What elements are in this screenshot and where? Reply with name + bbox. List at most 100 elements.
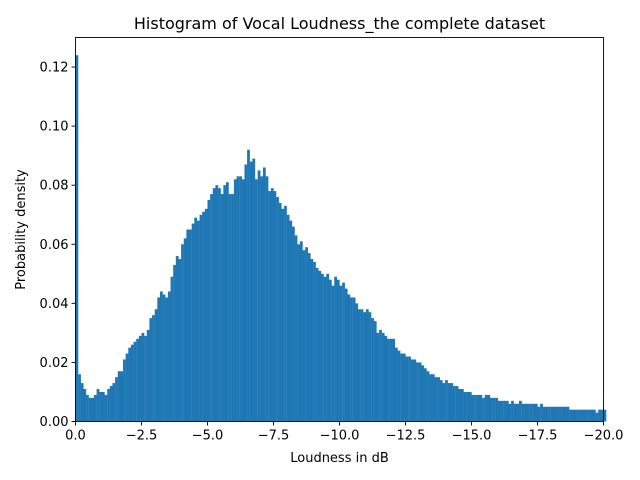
histogram-bar	[281, 208, 285, 422]
histogram-bar	[423, 368, 427, 422]
histogram-bar	[78, 374, 81, 422]
histogram-bar	[170, 276, 174, 422]
histogram-bar	[299, 241, 303, 422]
histogram-bar	[450, 383, 454, 422]
histogram-bar	[571, 409, 575, 422]
histogram-bar	[313, 261, 316, 422]
histogram-bar	[183, 238, 187, 422]
histogram-bar	[93, 394, 97, 422]
y-axis-label: Probability density	[14, 169, 29, 290]
histogram-bar	[582, 409, 586, 422]
histogram-bar	[83, 389, 87, 422]
histogram-bar	[191, 223, 195, 422]
histogram-bar	[107, 389, 110, 422]
histogram-bar	[167, 291, 171, 422]
histogram-bar	[297, 244, 301, 422]
histogram-bar	[352, 297, 356, 422]
histogram-bar	[165, 297, 169, 422]
histogram-bar	[460, 389, 464, 422]
histogram-bar	[439, 380, 443, 422]
histogram-bar	[479, 394, 483, 422]
histogram-bar	[152, 315, 155, 422]
histogram-bar	[125, 353, 129, 422]
histogram-bar	[471, 394, 475, 422]
histogram-bar	[561, 406, 565, 422]
histogram-bar	[231, 194, 235, 422]
histogram-bar	[328, 279, 332, 422]
histogram-bar	[511, 400, 514, 422]
histogram-bar	[410, 359, 414, 422]
histogram-bar	[244, 164, 248, 422]
histogram-bar	[99, 391, 103, 422]
histogram-bar	[437, 377, 440, 422]
histogram-bar	[101, 391, 105, 422]
histogram-bar	[431, 374, 435, 422]
histogram-bar	[120, 371, 124, 422]
histogram-bar	[505, 400, 509, 422]
histogram-bar	[474, 394, 477, 422]
histogram-bar	[207, 199, 211, 422]
y-tick-label: 0.06	[40, 238, 69, 253]
histogram-bar	[492, 397, 496, 422]
histogram-bar	[249, 161, 253, 422]
histogram-bar	[508, 403, 512, 422]
histogram-bar	[357, 309, 361, 422]
histogram-bar	[173, 264, 176, 422]
histogram-bar	[392, 338, 396, 422]
histogram-bar	[598, 409, 602, 422]
x-tick-label: −2.5	[126, 429, 158, 444]
histogram-bar	[529, 403, 533, 422]
histogram-bar	[482, 397, 485, 422]
histogram-bar	[284, 205, 287, 422]
histogram-bar	[302, 250, 306, 422]
histogram-bar	[587, 409, 591, 422]
histogram-bar	[416, 362, 419, 422]
x-tick-label: −12.5	[386, 429, 426, 444]
histogram-bar	[265, 176, 269, 422]
histogram-bar	[466, 391, 470, 422]
histogram-bar	[342, 282, 345, 422]
histogram-bar	[463, 391, 467, 422]
histogram-bar	[133, 341, 137, 422]
x-tick-label: −15.0	[452, 429, 492, 444]
histogram-bar	[149, 318, 153, 422]
histogram-bar	[199, 214, 203, 422]
histogram-bar	[381, 332, 385, 422]
histogram-bar	[603, 409, 607, 422]
histogram-bar	[331, 285, 335, 422]
histogram-bar	[138, 335, 142, 422]
histogram-bar	[236, 176, 240, 422]
histogram-bar	[532, 403, 536, 422]
histogram-bar	[117, 371, 121, 422]
histogram-bar	[350, 297, 353, 422]
histogram-bar	[218, 188, 221, 422]
histogram-bar	[228, 194, 232, 422]
x-tick-label: −7.5	[258, 429, 290, 444]
histogram-bar	[257, 170, 261, 422]
histogram-bar	[186, 229, 190, 422]
y-axis-ticks: 0.00 0.02 0.04 0.06 0.08 0.10 0.12	[40, 61, 76, 430]
histogram-bar	[519, 400, 522, 422]
histogram-bar	[413, 359, 417, 422]
histogram-bar	[315, 267, 319, 422]
histogram-bar	[278, 202, 282, 422]
histogram-bar	[574, 409, 578, 422]
histogram-bar	[550, 406, 554, 422]
histogram-bar	[503, 400, 506, 422]
histogram-bar	[223, 185, 227, 422]
histogram-bar	[310, 259, 314, 422]
histogram-bar	[252, 158, 256, 422]
histogram-bar	[397, 350, 401, 422]
histogram-bar	[175, 256, 179, 422]
histogram-bar	[555, 406, 559, 422]
histogram-bar	[487, 394, 491, 422]
histogram-bar	[516, 403, 520, 422]
histogram-bar	[468, 391, 472, 422]
histogram-bar	[291, 226, 295, 422]
histogram-bar	[445, 380, 448, 422]
histogram-bar	[178, 259, 182, 422]
x-tick-label: −5.0	[192, 429, 224, 444]
y-tick-label: 0.00	[40, 415, 69, 430]
histogram-bar	[128, 347, 132, 422]
